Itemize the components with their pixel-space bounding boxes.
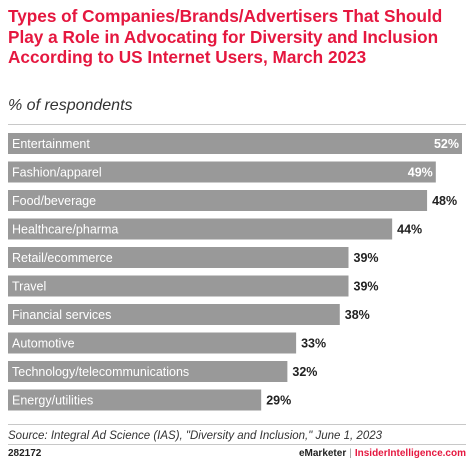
value-label-7: 33% [301,337,326,351]
category-label-2: Food/beverage [12,194,96,208]
chart-subtitle: % of respondents [8,97,133,114]
value-label-6: 38% [345,308,370,322]
value-label-5: 39% [354,280,379,294]
category-label-4: Retail/ecommerce [12,251,113,265]
category-label-3: Healthcare/pharma [12,223,118,237]
bar-8 [8,361,288,382]
bar-5 [8,275,349,297]
category-label-8: Technology/telecommunications [12,365,189,379]
footer-divider [8,444,466,445]
category-label-5: Travel [12,280,46,294]
value-label-2: 48% [432,194,457,208]
bottom-divider [8,424,466,425]
value-label-4: 39% [354,251,379,265]
top-divider [8,124,466,125]
category-label-0: Entertainment [12,137,90,151]
chart-id: 282172 [8,448,42,459]
bar-2 [8,190,428,211]
value-label-8: 32% [292,365,317,379]
bar-7 [8,332,297,354]
value-label-1: 49% [408,166,433,180]
category-label-6: Financial services [12,308,111,322]
bar-chart: Entertainment 52% Fashion/apparel 49% Food/b… [8,133,462,411]
bar-3 [8,218,393,240]
bar-9 [8,389,262,411]
brand-credit: eMarketer | InsiderIntelligence.com [299,448,466,459]
category-label-7: Automotive [12,337,75,351]
bar-6 [8,304,340,325]
category-label-1: Fashion/apparel [12,166,102,180]
bar-4 [8,247,349,268]
value-label-0: 52% [434,137,459,151]
value-label-9: 29% [266,394,291,408]
value-label-3: 44% [397,223,422,237]
bar-1 [8,161,436,183]
brand-separator: | [349,448,352,459]
brand-insider-intelligence: InsiderIntelligence.com [354,448,466,459]
bar-0 [8,133,462,154]
source-note: Source: Integral Ad Science (IAS), "Dive… [8,430,383,442]
brand-emarketer: eMarketer [298,448,347,459]
category-label-9: Energy/utilities [12,394,93,408]
chart-title: Types of Companies/Brands/Advertisers Th… [8,6,443,67]
